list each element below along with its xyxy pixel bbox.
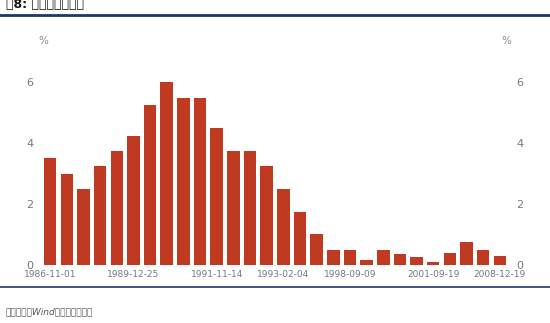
Bar: [244, 151, 256, 265]
Bar: [394, 254, 406, 265]
Bar: [493, 256, 506, 265]
Bar: [77, 189, 90, 265]
Bar: [211, 128, 223, 265]
Bar: [310, 234, 323, 265]
Bar: [127, 136, 140, 265]
Bar: [477, 250, 490, 265]
Bar: [460, 242, 473, 265]
Bar: [261, 166, 273, 265]
Bar: [410, 257, 423, 265]
Bar: [144, 105, 156, 265]
Bar: [344, 250, 356, 265]
Bar: [60, 174, 73, 265]
Bar: [327, 250, 339, 265]
Bar: [111, 151, 123, 265]
Bar: [294, 212, 306, 265]
Bar: [427, 262, 439, 265]
Text: %: %: [502, 36, 512, 46]
Text: %: %: [39, 36, 48, 46]
Bar: [177, 98, 190, 265]
Bar: [360, 260, 373, 265]
Bar: [444, 253, 456, 265]
Bar: [94, 166, 106, 265]
Bar: [194, 98, 206, 265]
Bar: [377, 250, 389, 265]
Bar: [161, 82, 173, 265]
Bar: [227, 151, 240, 265]
Text: 图8: 日本官方貼現率: 图8: 日本官方貼現率: [6, 0, 84, 11]
Bar: [277, 189, 289, 265]
Text: 数据来源：Wind，中信建投证券: 数据来源：Wind，中信建投证券: [6, 307, 93, 317]
Bar: [44, 159, 57, 265]
